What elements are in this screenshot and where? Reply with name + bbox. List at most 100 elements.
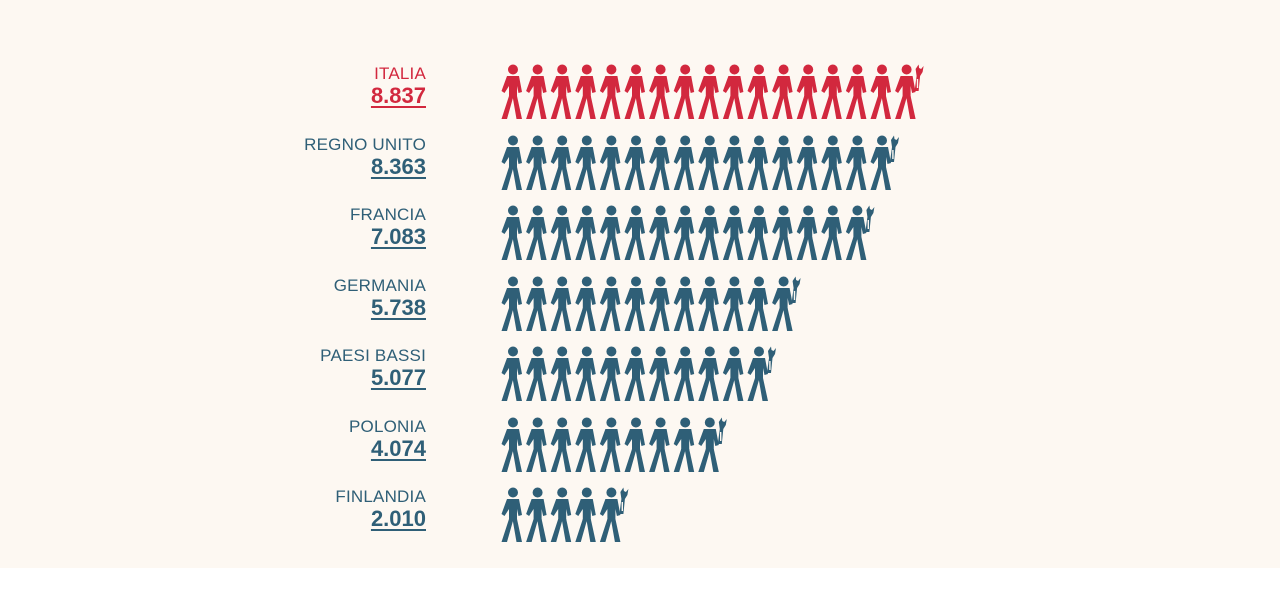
person-walking-icon-polonia-2 <box>526 417 547 472</box>
person-walking-icon-polonia-5 <box>599 417 621 472</box>
person-walking-icon-regno-unito-9 <box>698 135 719 190</box>
person-with-wrench-icon-francia-15 <box>845 205 875 260</box>
person-with-wrench-icon-regno-unito-16 <box>870 135 899 190</box>
person-walking-icon-italia-11 <box>747 64 768 119</box>
person-walking-icon-germania-3 <box>550 276 572 331</box>
value-label-germania: 5.738 <box>370 294 426 320</box>
person-walking-icon-italia-2 <box>526 64 547 119</box>
person-walking-icon-regno-unito-13 <box>796 135 818 190</box>
value-label-paesi-bassi: 5.077 <box>370 365 426 390</box>
person-walking-icon-regno-unito-6 <box>624 135 645 190</box>
country-label-italia: ITALIA <box>374 64 426 83</box>
figures-paesi-bassi <box>501 346 776 401</box>
person-walking-icon-germania-2 <box>526 276 547 331</box>
person-walking-icon-paesi-bassi-4 <box>575 346 596 401</box>
person-walking-icon-francia-12 <box>772 205 793 260</box>
person-walking-icon-italia-8 <box>673 64 695 119</box>
value-label-francia: 7.083 <box>370 224 426 249</box>
person-walking-icon-francia-13 <box>796 205 818 260</box>
label-block-regno-unito: REGNO UNITO 8.363 <box>200 135 426 179</box>
person-walking-icon-finlandia-4 <box>575 487 596 542</box>
row-germania: GERMANIA 5.738 <box>0 276 1280 336</box>
person-walking-icon-francia-7 <box>649 205 670 260</box>
person-walking-icon-polonia-3 <box>550 417 572 472</box>
person-walking-icon-italia-12 <box>772 64 793 119</box>
person-with-wrench-icon-germania-12 <box>772 276 801 331</box>
person-walking-icon-italia-16 <box>870 64 891 119</box>
value-label-finlandia: 2.010 <box>370 506 426 531</box>
figures-finlandia <box>501 487 629 542</box>
person-walking-icon-francia-8 <box>673 205 695 260</box>
person-walking-icon-germania-5 <box>599 276 621 331</box>
person-walking-icon-paesi-bassi-7 <box>649 346 670 401</box>
person-walking-icon-francia-9 <box>698 205 719 260</box>
label-block-francia: FRANCIA 7.083 <box>200 205 426 249</box>
person-with-wrench-icon-italia-17 <box>895 64 924 119</box>
person-walking-icon-italia-7 <box>649 64 670 119</box>
person-walking-icon-francia-1 <box>501 205 522 260</box>
person-walking-icon-regno-unito-14 <box>821 135 842 190</box>
person-walking-icon-italia-15 <box>845 64 867 119</box>
label-block-germania: GERMANIA 5.738 <box>200 276 426 320</box>
person-walking-icon-francia-3 <box>550 205 572 260</box>
person-walking-icon-paesi-bassi-8 <box>673 346 695 401</box>
person-walking-icon-italia-4 <box>575 64 596 119</box>
person-walking-icon-francia-4 <box>575 205 596 260</box>
country-label-germania: GERMANIA <box>333 275 426 295</box>
person-walking-icon-germania-4 <box>575 276 596 331</box>
person-walking-icon-italia-9 <box>698 64 719 119</box>
person-walking-icon-francia-10 <box>722 205 744 260</box>
person-walking-icon-paesi-bassi-10 <box>722 346 744 401</box>
person-walking-icon-francia-14 <box>821 205 842 260</box>
row-polonia: POLONIA 4.074 <box>0 417 1280 477</box>
person-walking-icon-regno-unito-3 <box>550 135 572 190</box>
person-walking-icon-paesi-bassi-5 <box>599 346 621 401</box>
label-block-polonia: POLONIA 4.074 <box>200 417 426 461</box>
row-regno-unito: REGNO UNITO 8.363 <box>0 135 1280 195</box>
row-paesi-bassi: PAESI BASSI 5.077 <box>0 346 1280 406</box>
person-walking-icon-italia-6 <box>624 64 645 119</box>
person-walking-icon-polonia-4 <box>575 417 596 472</box>
value-label-regno-unito: 8.363 <box>370 153 426 179</box>
person-walking-icon-polonia-7 <box>649 417 670 472</box>
person-walking-icon-paesi-bassi-2 <box>526 346 547 401</box>
row-finlandia: FINLANDIA 2.010 <box>0 487 1280 547</box>
person-walking-icon-germania-9 <box>698 276 719 331</box>
person-walking-icon-regno-unito-8 <box>673 135 695 190</box>
country-label-finlandia: FINLANDIA <box>335 487 426 506</box>
person-walking-icon-regno-unito-5 <box>599 135 621 190</box>
person-walking-icon-francia-11 <box>747 205 768 260</box>
person-with-wrench-icon-polonia-9 <box>698 417 727 472</box>
person-walking-icon-italia-14 <box>821 64 842 119</box>
person-walking-icon-paesi-bassi-3 <box>550 346 572 401</box>
country-label-polonia: POLONIA <box>349 416 426 436</box>
person-walking-icon-regno-unito-4 <box>575 135 596 190</box>
person-walking-icon-regno-unito-11 <box>747 135 768 190</box>
person-with-wrench-icon-paesi-bassi-11 <box>747 346 776 401</box>
person-walking-icon-paesi-bassi-9 <box>698 346 719 401</box>
person-walking-icon-paesi-bassi-1 <box>501 346 522 401</box>
person-walking-icon-italia-1 <box>501 64 522 119</box>
person-walking-icon-finlandia-3 <box>550 487 572 542</box>
value-label-polonia: 4.074 <box>370 435 426 461</box>
person-walking-icon-paesi-bassi-6 <box>624 346 645 401</box>
person-walking-icon-regno-unito-2 <box>526 135 547 190</box>
person-walking-icon-regno-unito-15 <box>845 135 867 190</box>
person-walking-icon-polonia-8 <box>673 417 695 472</box>
person-walking-icon-regno-unito-1 <box>501 135 522 190</box>
person-walking-icon-italia-13 <box>796 64 818 119</box>
person-walking-icon-germania-7 <box>649 276 670 331</box>
figures-polonia <box>501 417 727 472</box>
person-walking-icon-polonia-6 <box>624 417 645 472</box>
person-walking-icon-italia-5 <box>599 64 621 119</box>
person-walking-icon-italia-10 <box>722 64 744 119</box>
person-walking-icon-germania-11 <box>747 276 768 331</box>
country-label-regno-unito: REGNO UNITO <box>304 134 426 154</box>
person-walking-icon-francia-6 <box>624 205 645 260</box>
person-walking-icon-polonia-1 <box>501 417 522 472</box>
label-block-italia: ITALIA 8.837 <box>200 64 426 108</box>
figures-francia <box>501 205 875 260</box>
figures-germania <box>501 276 801 331</box>
person-walking-icon-regno-unito-12 <box>772 135 793 190</box>
person-walking-icon-francia-5 <box>599 205 621 260</box>
